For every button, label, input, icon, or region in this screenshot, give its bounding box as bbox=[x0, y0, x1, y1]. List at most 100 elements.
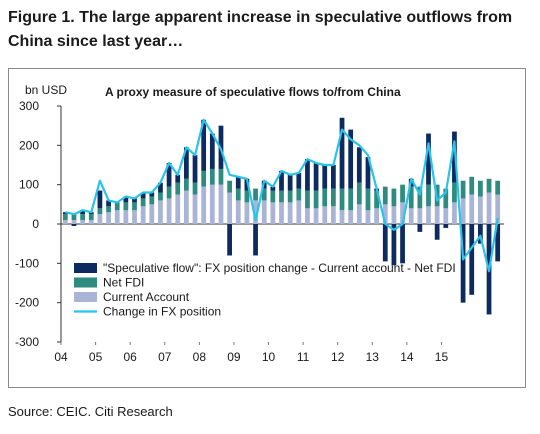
bar-net-fdi bbox=[322, 188, 328, 207]
chart-frame bbox=[8, 68, 526, 388]
legend-current-account-swatch bbox=[74, 292, 97, 302]
bar-current-account bbox=[486, 192, 492, 224]
y-tick-label: -300 bbox=[15, 335, 39, 349]
bar-speculative-flow bbox=[495, 224, 501, 262]
x-tick-label: 13 bbox=[366, 350, 380, 364]
bar-net-fdi bbox=[495, 180, 501, 195]
bar-net-fdi bbox=[201, 170, 207, 187]
bar-current-account bbox=[400, 202, 405, 224]
bar-current-account bbox=[123, 210, 129, 224]
bar-speculative-flow bbox=[339, 117, 345, 189]
bar-net-fdi bbox=[478, 180, 483, 197]
bar-speculative-flow bbox=[469, 224, 475, 295]
bar-speculative-flow bbox=[175, 174, 181, 183]
bar-speculative-flow bbox=[166, 163, 172, 187]
bar-net-fdi bbox=[374, 190, 379, 209]
bar-current-account bbox=[184, 190, 189, 224]
bar-current-account bbox=[158, 200, 163, 224]
bar-current-account bbox=[227, 192, 232, 224]
bar-net-fdi bbox=[244, 190, 250, 203]
bar-net-fdi bbox=[123, 202, 129, 211]
bar-current-account bbox=[365, 210, 371, 224]
bar-net-fdi bbox=[443, 188, 449, 209]
bar-current-account bbox=[132, 210, 137, 224]
source-note: Source: CEIC. Citi Research bbox=[8, 404, 173, 419]
bar-net-fdi bbox=[71, 214, 77, 221]
x-tick-label: 04 bbox=[54, 350, 68, 364]
bar-speculative-flow bbox=[227, 224, 232, 256]
bar-speculative-flow bbox=[460, 224, 466, 303]
bar-net-fdi bbox=[486, 178, 492, 193]
bar-speculative-flow bbox=[356, 147, 362, 183]
bar-current-account bbox=[279, 202, 284, 224]
legend-net-fdi-swatch bbox=[74, 277, 97, 288]
bar-current-account bbox=[469, 194, 475, 224]
bar-speculative-flow bbox=[149, 192, 155, 197]
x-tick-label: 10 bbox=[262, 350, 276, 364]
bar-net-fdi bbox=[287, 190, 293, 203]
bar-speculative-flow bbox=[158, 182, 163, 193]
bar-net-fdi bbox=[460, 180, 466, 199]
bar-net-fdi bbox=[365, 188, 371, 211]
bar-net-fdi bbox=[408, 186, 414, 209]
bar-speculative-flow bbox=[478, 224, 483, 244]
x-tick-label: 08 bbox=[193, 350, 207, 364]
bar-speculative-flow bbox=[382, 224, 388, 262]
bar-current-account bbox=[426, 206, 431, 224]
bar-speculative-flow bbox=[270, 186, 276, 191]
bar-net-fdi bbox=[149, 196, 155, 205]
bar-current-account bbox=[356, 204, 362, 224]
bar-net-fdi bbox=[356, 182, 362, 205]
bar-speculative-flow bbox=[123, 196, 129, 203]
bar-current-account bbox=[71, 220, 77, 224]
bar-current-account bbox=[391, 206, 397, 224]
bar-net-fdi bbox=[235, 188, 241, 201]
bar-current-account bbox=[209, 184, 215, 224]
bar-net-fdi bbox=[270, 190, 276, 203]
bar-net-fdi bbox=[166, 186, 172, 199]
bar-net-fdi bbox=[106, 206, 111, 213]
bar-speculative-flow bbox=[184, 147, 189, 179]
bar-net-fdi bbox=[339, 188, 345, 211]
bar-net-fdi bbox=[417, 186, 423, 209]
y-axis-label: bn USD bbox=[25, 83, 67, 97]
bar-speculative-flow bbox=[209, 133, 215, 169]
bar-speculative-flow bbox=[287, 174, 293, 191]
bar-current-account bbox=[296, 200, 302, 224]
bar-current-account bbox=[175, 194, 181, 224]
bar-current-account bbox=[80, 220, 85, 224]
bar-series bbox=[62, 117, 501, 315]
bar-net-fdi bbox=[114, 202, 120, 211]
bar-speculative-flow bbox=[296, 172, 302, 189]
bar-current-account bbox=[192, 194, 198, 224]
bar-current-account bbox=[88, 220, 94, 224]
y-tick-label: -100 bbox=[15, 256, 39, 270]
bar-speculative-flow bbox=[140, 192, 146, 199]
bar-current-account bbox=[244, 202, 250, 224]
bar-speculative-flow bbox=[348, 129, 354, 189]
legend-speculative-flow-label: "Speculative flow": FX position change -… bbox=[103, 261, 456, 275]
bar-speculative-flow bbox=[244, 178, 250, 191]
bar-speculative-flow bbox=[192, 155, 198, 183]
bar-speculative-flow bbox=[400, 224, 405, 264]
bar-speculative-flow bbox=[443, 224, 449, 228]
bar-current-account bbox=[443, 208, 449, 224]
bar-current-account bbox=[270, 202, 276, 224]
bar-net-fdi bbox=[305, 190, 310, 209]
x-tick-label: 14 bbox=[400, 350, 414, 364]
bar-net-fdi bbox=[331, 188, 336, 207]
bar-speculative-flow bbox=[106, 200, 111, 207]
y-tick-label: 100 bbox=[19, 178, 39, 192]
bar-current-account bbox=[201, 186, 207, 224]
bar-net-fdi bbox=[296, 188, 302, 201]
bar-current-account bbox=[235, 200, 241, 224]
bar-net-fdi bbox=[227, 180, 232, 193]
bar-speculative-flow bbox=[417, 224, 423, 232]
legend-speculative-flow-swatch bbox=[74, 263, 97, 273]
bar-current-account bbox=[495, 194, 501, 224]
bar-speculative-flow bbox=[426, 133, 431, 185]
bar-net-fdi bbox=[88, 214, 94, 221]
bar-current-account bbox=[348, 210, 354, 224]
bar-net-fdi bbox=[469, 176, 475, 195]
